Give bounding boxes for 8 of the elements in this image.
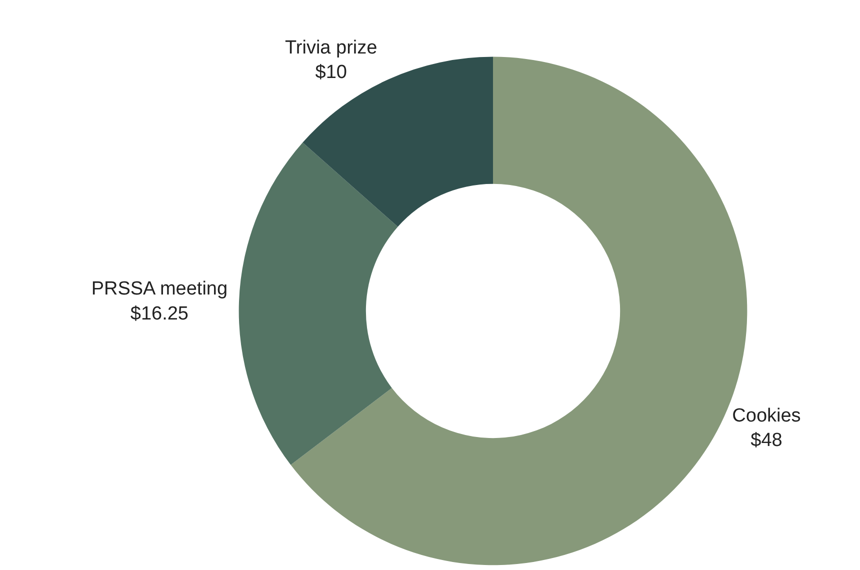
data-label: $10 xyxy=(315,62,347,84)
slice-label: Trivia prize xyxy=(285,37,378,58)
donut-slice xyxy=(238,142,398,465)
data-label: $16.25 xyxy=(130,303,189,324)
donut-slice xyxy=(302,56,493,227)
slice-label: Cookies xyxy=(732,406,801,427)
slice-label: PRSSA meeting xyxy=(91,278,228,300)
data-label: $48 xyxy=(750,430,782,452)
